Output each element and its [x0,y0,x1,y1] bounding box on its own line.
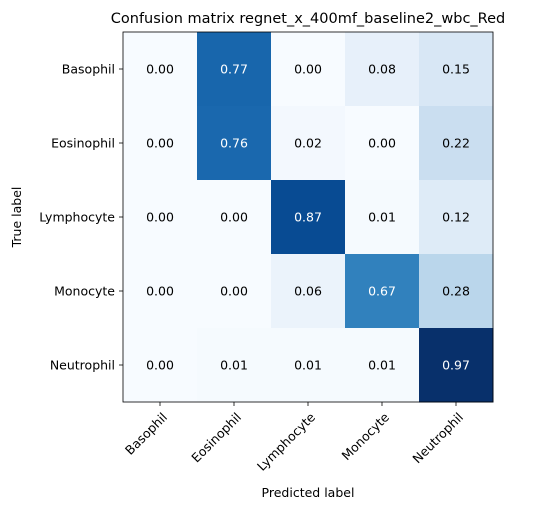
cell-value-label: 0.77 [220,62,248,77]
cell-value-label: 0.08 [368,62,396,77]
heatmap-cell [419,254,494,329]
cell-value-label: 0.22 [442,136,470,151]
heatmap-cell [271,106,346,181]
cell-value-label: 0.00 [368,136,396,151]
heatmap-cell [345,32,420,107]
y-tick-label: Monocyte [54,284,115,299]
y-tick-label: Basophil [62,62,115,77]
heatmap-cell [345,106,420,181]
cell-value-label: 0.28 [442,284,470,299]
cell-value-label: 0.02 [294,136,322,151]
y-tick-label: Eosinophil [51,136,115,151]
heatmap-cell [123,32,198,107]
x-tick-label: Eosinophil [188,410,244,466]
heatmap-cell [345,180,420,255]
cell-value-label: 0.00 [146,210,174,225]
cell-value-label: 0.76 [220,136,248,151]
x-axis-label: Predicted label [262,485,355,500]
heatmap-cell [345,328,420,403]
cell-value-label: 0.67 [368,284,396,299]
heatmap-cell [271,254,346,329]
heatmap-cell [419,106,494,181]
cell-value-label: 0.06 [294,284,322,299]
cell-value-label: 0.00 [146,358,174,373]
cell-value-label: 0.00 [146,284,174,299]
cell-value-label: 0.00 [146,62,174,77]
y-tick-label: Lymphocyte [39,210,115,225]
cell-value-label: 0.00 [146,136,174,151]
x-tick-label: Lymphocyte [254,409,318,473]
heatmap-cell [345,254,420,329]
y-axis-ticks: Basophil Eosinophil Lymphocyte Monocyte Neut… [39,62,123,373]
heatmap-cell [419,32,494,107]
heatmap-cells: 0.00 0.77 0.00 0.08 0.15 0.00 0.76 0.02 0.00 0.22… [123,32,494,403]
heatmap-cell [197,180,272,255]
heatmap-cell [419,180,494,255]
cell-value-label: 0.97 [442,358,470,373]
chart-title: Confusion matrix regnet_x_400mf_baseline… [111,11,505,27]
heatmap-cell [197,254,272,329]
cell-value-label: 0.00 [294,62,322,77]
cell-value-label: 0.15 [442,62,470,77]
x-axis-ticks: Basophil Eosinophil Lymphocyte Monocyte Neut… [122,402,466,474]
x-tick-label: Basophil [122,410,170,458]
heatmap-cell [197,328,272,403]
heatmap-cell [123,254,198,329]
heatmap-cell [271,180,346,255]
cell-value-label: 0.01 [294,358,322,373]
heatmap-cell [123,180,198,255]
cell-value-label: 0.87 [294,210,322,225]
heatmap-cell [271,328,346,403]
heatmap-cell [123,106,198,181]
heatmap-cell [271,32,346,107]
cell-value-label: 0.01 [368,358,396,373]
cell-value-label: 0.00 [220,210,248,225]
x-tick-label: Neutrophil [409,410,466,467]
cell-value-label: 0.00 [220,284,248,299]
heatmap-cell [197,106,272,181]
cell-value-label: 0.12 [442,210,470,225]
heatmap-cell [419,328,494,403]
y-tick-label: Neutrophil [50,358,115,373]
x-tick-label: Monocyte [338,409,392,463]
heatmap-cell [197,32,272,107]
heatmap-cell [123,328,198,403]
cell-value-label: 0.01 [220,358,248,373]
y-axis-label: True label [9,187,24,249]
cell-value-label: 0.01 [368,210,396,225]
